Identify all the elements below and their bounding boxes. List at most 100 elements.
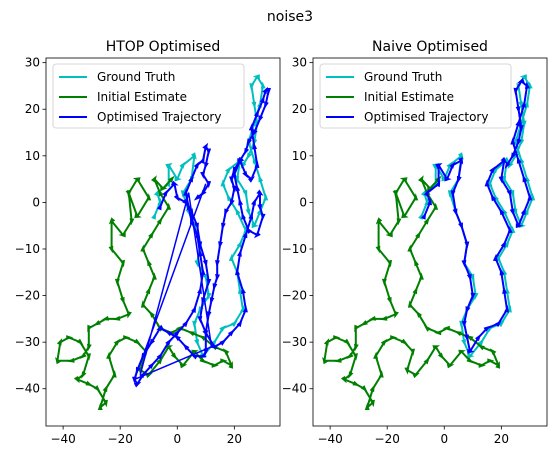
x-tick-label: 0: [440, 432, 448, 446]
pose-marker: [466, 357, 474, 364]
pose-marker: [504, 305, 509, 313]
pose-marker: [427, 186, 435, 191]
pose-marker: [151, 212, 157, 220]
pose-marker: [164, 330, 173, 337]
pose-marker: [198, 249, 203, 257]
legend: Ground Truth Initial Estimate Optimised Tr…: [52, 63, 245, 129]
pose-marker: [241, 212, 246, 220]
axes-frame: [312, 57, 548, 427]
pose-marker: [423, 357, 430, 365]
pose-marker: [179, 161, 186, 169]
pose-marker: [515, 106, 521, 114]
pose-marker: [458, 349, 466, 355]
pose-marker: [231, 170, 237, 178]
pose-marker: [197, 286, 202, 294]
pose-marker: [246, 152, 252, 160]
pose-marker: [206, 292, 212, 300]
pose-marker: [264, 101, 269, 109]
pose-marker: [127, 311, 132, 319]
pose-marker: [418, 175, 424, 183]
y-tick-label: −20: [15, 289, 40, 303]
pose-marker: [85, 380, 93, 386]
pose-marker: [461, 320, 467, 328]
pose-marker: [419, 272, 424, 280]
pose-marker: [101, 315, 110, 321]
pose-marker: [103, 399, 108, 408]
pose-marker: [467, 353, 475, 359]
subplot-naive-optimised: Naive Optimised −40 −20 0 20 −40 −30 −20 −10 0 1…: [282, 39, 548, 446]
pose-marker: [193, 194, 201, 201]
pose-marker: [513, 87, 519, 96]
pose-marker: [525, 174, 531, 183]
pose-marker: [194, 339, 199, 347]
pose-marker: [81, 371, 87, 379]
pose-marker: [484, 179, 490, 187]
pose-marker: [352, 380, 360, 386]
pose-marker: [390, 335, 398, 340]
pose-marker: [340, 375, 347, 384]
pose-marker: [241, 286, 246, 294]
pose-marker: [228, 361, 233, 369]
pose-marker: [191, 305, 197, 313]
y-tick-label: 10: [292, 149, 307, 163]
pose-marker: [230, 320, 238, 328]
pose-marker: [435, 179, 441, 188]
pose-marker: [73, 375, 80, 384]
pose-marker: [399, 177, 408, 183]
pose-marker: [259, 95, 265, 104]
pose-marker: [519, 74, 527, 80]
pose-marker: [87, 324, 92, 333]
pose-marker: [360, 385, 368, 392]
pose-marker: [156, 357, 163, 365]
pose-marker: [66, 335, 74, 340]
pose-marker: [235, 207, 241, 216]
pose-marker: [504, 161, 511, 169]
x-tick-label: −40: [317, 432, 342, 446]
pose-marker: [235, 267, 240, 276]
pose-marker: [375, 245, 381, 254]
pose-marker: [182, 319, 189, 328]
pose-marker: [243, 305, 248, 313]
pose-marker: [166, 202, 172, 210]
pose-marker: [195, 230, 201, 239]
pose-marker: [225, 166, 232, 174]
pose-marker: [219, 325, 227, 332]
pose-marker: [249, 83, 255, 91]
pose-marker: [87, 343, 92, 352]
legend-frame: [52, 63, 245, 129]
pose-marker: [489, 348, 497, 356]
pose-marker: [133, 381, 142, 388]
pose-marker: [182, 343, 190, 351]
pose-marker: [145, 286, 151, 295]
pose-marker: [134, 213, 142, 219]
pose-marker: [258, 174, 264, 183]
pose-marker: [237, 156, 244, 165]
pose-marker: [498, 176, 504, 184]
pose-marker: [55, 356, 61, 365]
pose-marker: [334, 357, 342, 363]
pose-marker: [140, 244, 146, 252]
legend-label: Initial Estimate: [364, 90, 454, 104]
pose-marker: [220, 179, 226, 187]
y-axis: −40 −30 −20 −10 0 10 20 30: [15, 56, 46, 396]
x-tick-label: 20: [494, 432, 509, 446]
pose-marker: [380, 338, 388, 346]
pose-marker: [343, 338, 351, 346]
pose-marker: [427, 197, 433, 206]
pose-marker: [203, 330, 209, 338]
legend-label: Initial Estimate: [97, 90, 187, 104]
pose-marker: [494, 320, 502, 328]
x-axis: −40 −20 0 20: [50, 426, 242, 446]
plot-area: [55, 74, 271, 410]
pose-marker: [423, 189, 429, 197]
pose-marker: [464, 334, 469, 342]
pose-marker: [79, 352, 87, 359]
pose-marker: [174, 176, 182, 182]
pose-marker: [333, 335, 341, 340]
pose-marker: [251, 198, 256, 206]
pose-marker: [524, 81, 530, 89]
pose-marker: [191, 349, 199, 355]
y-tick-label: 20: [292, 102, 307, 116]
pose-marker: [400, 338, 408, 345]
pose-marker: [353, 353, 358, 361]
